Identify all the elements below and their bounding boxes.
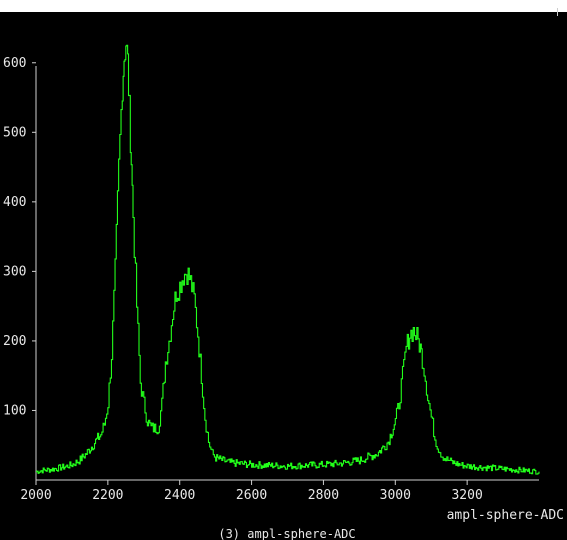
corner-mark (557, 8, 558, 16)
axes-group: 2000 2200 2400 2600 2800 3000 3200 100 200 300 400… (3, 56, 539, 503)
x-tick-label: 2800 (308, 488, 339, 503)
x-tick-label: 3000 (380, 488, 411, 503)
y-tick-label: 500 (3, 125, 26, 140)
series-group (36, 44, 540, 475)
y-tick-label: 600 (3, 56, 26, 71)
x-axis-label: ampl-sphere-ADC (447, 508, 564, 523)
x-tick-label: 2200 (92, 488, 123, 503)
x-tick-label: 2400 (164, 488, 195, 503)
x-tick-label: 2000 (20, 488, 51, 503)
x-tick-label: 3200 (451, 488, 482, 503)
y-tick-label: 400 (3, 195, 26, 210)
x-tick-label: 2600 (236, 488, 267, 503)
top-strip (0, 0, 567, 12)
histogram-line (36, 44, 540, 475)
y-tick-label: 100 (3, 403, 26, 418)
chart-title: (3) ampl-sphere-ADC (218, 527, 355, 540)
y-tick-label: 300 (3, 264, 26, 279)
y-tick-label: 200 (3, 334, 26, 349)
